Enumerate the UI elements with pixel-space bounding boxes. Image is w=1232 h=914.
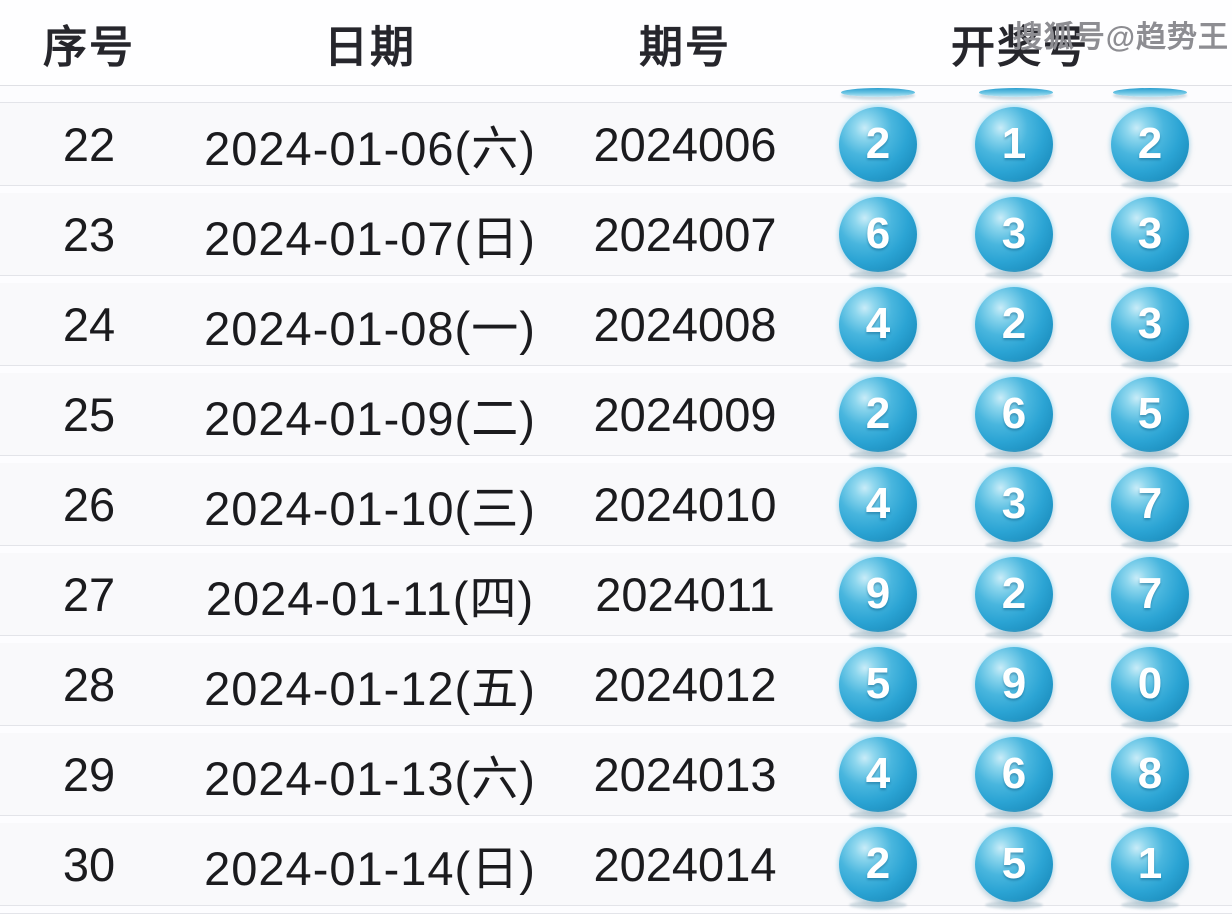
period-cell: 2024008 <box>593 297 777 351</box>
lottery-ball: 3 <box>975 466 1053 542</box>
date-cell: 2024-01-06(六) <box>204 121 536 175</box>
lottery-ball: 4 <box>839 736 917 812</box>
partial-ball-bottom <box>1113 88 1187 97</box>
date-cell: 2024-01-11(四) <box>205 571 535 625</box>
period-cell: 2024009 <box>593 387 777 441</box>
seq-cell: 30 <box>62 837 116 891</box>
date-cell: 2024-01-12(五) <box>204 661 536 715</box>
period-cell: 2024007 <box>593 207 777 261</box>
lottery-ball: 8 <box>1111 736 1189 812</box>
period-cell: 2024010 <box>593 477 777 531</box>
lottery-ball: 2 <box>975 556 1053 632</box>
period-cell: 2024014 <box>593 837 777 891</box>
partial-ball-bottom <box>979 88 1053 97</box>
row-gap-band <box>0 906 1232 914</box>
lottery-ball: 5 <box>1111 376 1189 452</box>
period-cell: 2024013 <box>593 747 777 801</box>
date-cell: 2024-01-13(六) <box>204 751 536 805</box>
lottery-ball: 0 <box>1111 646 1189 722</box>
date-cell: 2024-01-10(三) <box>204 481 536 535</box>
header-date: 日期 <box>324 22 416 72</box>
lottery-ball: 6 <box>975 376 1053 452</box>
watermark-label: 搜狐号@趋势王 <box>1012 21 1229 54</box>
lottery-ball: 1 <box>975 106 1053 182</box>
lottery-ball: 7 <box>1111 466 1189 542</box>
seq-cell: 28 <box>62 657 116 711</box>
header-period: 期号 <box>639 22 731 72</box>
header-seq: 序号 <box>43 22 135 72</box>
period-cell: 2024012 <box>593 657 777 711</box>
date-cell: 2024-01-08(一) <box>204 301 536 355</box>
lottery-ball: 2 <box>1111 106 1189 182</box>
lottery-ball: 2 <box>975 286 1053 362</box>
table-header: 序号 日期 期号 开奖号 <box>0 0 1232 86</box>
seq-cell: 24 <box>62 297 116 351</box>
seq-cell: 26 <box>62 477 116 531</box>
seq-cell: 29 <box>62 747 116 801</box>
partial-ball-bottom <box>841 88 915 97</box>
lottery-ball: 4 <box>839 466 917 542</box>
partial-row-strip <box>0 86 1232 103</box>
lottery-ball: 7 <box>1111 556 1189 632</box>
date-cell: 2024-01-09(二) <box>204 391 536 445</box>
lottery-ball: 2 <box>839 106 917 182</box>
lottery-ball: 3 <box>975 196 1053 272</box>
lottery-ball: 5 <box>975 826 1053 902</box>
lottery-ball: 9 <box>839 556 917 632</box>
lottery-ball: 4 <box>839 286 917 362</box>
period-cell: 2024006 <box>593 117 777 171</box>
lottery-ball: 1 <box>1111 826 1189 902</box>
date-cell: 2024-01-07(日) <box>204 211 536 265</box>
lottery-ball: 6 <box>839 196 917 272</box>
lottery-ball: 3 <box>1111 286 1189 362</box>
date-cell: 2024-01-14(日) <box>204 841 536 895</box>
lottery-ball: 2 <box>839 376 917 452</box>
period-cell: 2024011 <box>595 567 775 621</box>
lottery-ball: 5 <box>839 646 917 722</box>
lottery-ball: 6 <box>975 736 1053 812</box>
lottery-ball: 9 <box>975 646 1053 722</box>
seq-cell: 23 <box>62 207 116 261</box>
seq-cell: 27 <box>62 567 116 621</box>
seq-cell: 22 <box>62 117 116 171</box>
lottery-ball: 3 <box>1111 196 1189 272</box>
header-winning-numbers: 开奖号 <box>951 22 1089 72</box>
lottery-ball: 2 <box>839 826 917 902</box>
seq-cell: 25 <box>62 387 116 441</box>
